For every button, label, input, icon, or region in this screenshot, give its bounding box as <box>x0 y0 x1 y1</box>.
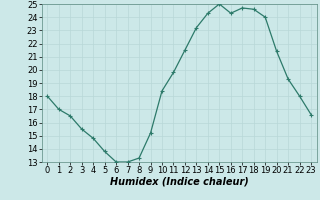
X-axis label: Humidex (Indice chaleur): Humidex (Indice chaleur) <box>110 177 249 187</box>
